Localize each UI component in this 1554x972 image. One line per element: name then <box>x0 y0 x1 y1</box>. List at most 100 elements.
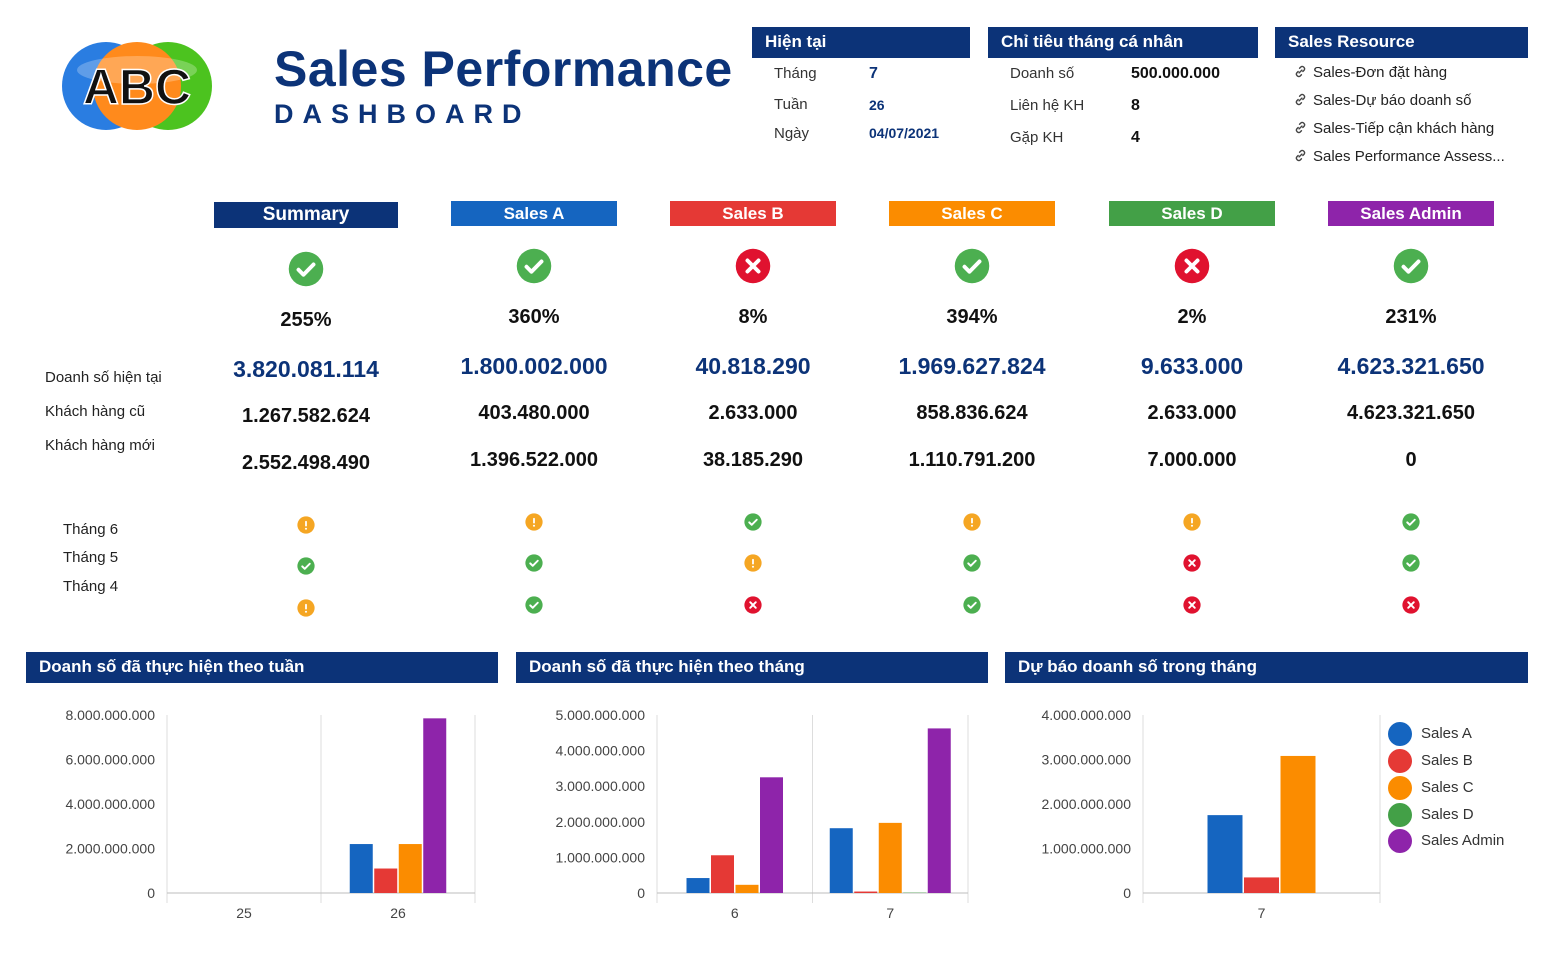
x-circle-icon <box>744 596 762 614</box>
link-icon <box>1295 65 1306 78</box>
row-label-new-customers: Khách hàng mới <box>45 437 155 454</box>
y-tick-label: 4.000.000.000 <box>1041 707 1131 723</box>
weekly-revenue-chart: 0 2.000.000.000 4.000.000.000 6.000.000.000… <box>65 707 476 921</box>
check-circle-icon <box>954 248 990 284</box>
y-tick-label: 3.000.000.000 <box>1041 752 1131 768</box>
x-tick-label: 7 <box>886 905 894 921</box>
current-date-value: 04/07/2021 <box>869 125 940 141</box>
legend-dot <box>1388 776 1412 800</box>
y-tick-label: 8.000.000.000 <box>65 707 155 723</box>
bar-sales-c-7 <box>878 822 902 893</box>
bar-sales-c-6 <box>735 884 759 893</box>
x-circle-icon <box>1183 596 1201 614</box>
new-customers-value: 1.110.791.200 <box>908 449 1036 471</box>
warning-circle-icon <box>525 513 543 531</box>
warning-circle-icon <box>297 599 315 617</box>
achievement-percent: 8% <box>738 306 768 328</box>
month-label-5: Tháng 5 <box>63 549 119 566</box>
current-month-value: 7 <box>869 65 878 82</box>
resource-link-label: Sales-Tiếp cận khách hàng <box>1313 120 1495 137</box>
current-revenue-value: 1.800.002.000 <box>460 353 608 379</box>
x-tick-label: 25 <box>236 905 252 921</box>
resource-link-label: Sales-Đơn đặt hàng <box>1313 64 1448 81</box>
check-circle-icon <box>525 554 543 572</box>
resource-link-orders[interactable]: Sales-Đơn đặt hàng <box>1293 64 1447 81</box>
legend-label: Sales Admin <box>1421 831 1505 849</box>
legend-item-sales-b: Sales B <box>1388 749 1473 773</box>
check-circle-icon <box>744 513 762 531</box>
legend-label: Sales C <box>1421 778 1474 796</box>
check-circle-icon <box>963 554 981 572</box>
column-header-sales-a: Sales A <box>451 201 617 226</box>
old-customers-value: 858.836.624 <box>916 402 1028 424</box>
legend-dot <box>1388 749 1412 773</box>
current-date-label: Ngày <box>774 125 810 142</box>
target-meet-value: 4 <box>1131 129 1140 146</box>
bar-sales-c-26 <box>398 844 422 893</box>
x-tick-label: 6 <box>731 905 739 921</box>
new-customers-value: 0 <box>1405 449 1417 471</box>
y-tick-label: 6.000.000.000 <box>65 752 155 768</box>
achievement-percent: 394% <box>946 306 998 328</box>
warning-circle-icon <box>744 554 762 572</box>
check-circle-icon <box>516 248 552 284</box>
y-tick-label: 2.000.000.000 <box>555 814 645 830</box>
column-header-sales-admin: Sales Admin <box>1328 201 1494 226</box>
check-circle-icon <box>525 596 543 614</box>
resource-link-forecast[interactable]: Sales-Dự báo doanh số <box>1293 92 1471 109</box>
achievement-percent: 231% <box>1385 306 1437 328</box>
resources-panel: Sales Resource Sales-Đơn đặt hàng Sales-… <box>1275 27 1528 177</box>
bar-sales-admin-7 <box>927 728 951 893</box>
check-circle-icon <box>1402 513 1420 531</box>
resource-link-assessment[interactable]: Sales Performance Assess... <box>1293 148 1505 165</box>
current-week-value: 26 <box>869 97 885 113</box>
current-panel: Hiện tại Tháng 7 Tuần 26 Ngày 04/07/2021 <box>752 27 970 177</box>
x-tick-label: 26 <box>390 905 406 921</box>
new-customers-value: 1.396.522.000 <box>470 449 598 471</box>
new-customers-value: 2.552.498.490 <box>242 452 370 474</box>
bar-sales-b-26 <box>374 868 398 893</box>
link-icon <box>1295 121 1306 134</box>
x-tick-label: 7 <box>1258 905 1266 921</box>
column-header-summary: Summary <box>214 202 398 228</box>
y-tick-label: 3.000.000.000 <box>555 778 645 794</box>
current-revenue-value: 9.633.000 <box>1140 353 1244 379</box>
y-tick-label: 4.000.000.000 <box>555 743 645 759</box>
y-tick-label: 0 <box>147 885 155 901</box>
new-customers-value: 7.000.000 <box>1147 449 1237 471</box>
targets-panel-title: Chỉ tiêu tháng cá nhân <box>988 27 1258 58</box>
bar-sales-b-7 <box>1244 877 1279 893</box>
link-icon <box>1295 149 1306 162</box>
bar-sales-admin-6 <box>760 777 783 893</box>
resources-panel-title: Sales Resource <box>1275 27 1528 58</box>
current-revenue-value: 1.969.627.824 <box>898 353 1046 379</box>
old-customers-value: 4.623.321.650 <box>1347 402 1475 424</box>
new-customers-value: 38.185.290 <box>702 449 804 471</box>
bar-sales-admin-26 <box>423 718 447 893</box>
warning-circle-icon <box>1183 513 1201 531</box>
old-customers-value: 1.267.582.624 <box>242 405 370 427</box>
y-tick-label: 0 <box>1123 885 1131 901</box>
column-header-sales-b: Sales B <box>670 201 836 226</box>
abc-logo: ABC <box>62 42 212 130</box>
link-icon <box>1295 93 1306 106</box>
monthly-revenue-chart: 0 1.000.000.000 2.000.000.000 3.000.000.000… <box>555 707 969 921</box>
y-tick-label: 0 <box>637 885 645 901</box>
old-customers-value: 2.633.000 <box>708 402 798 424</box>
target-revenue-value: 500.000.000 <box>1131 65 1220 82</box>
bar-sales-a-6 <box>686 878 710 893</box>
logo-text: ABC <box>83 59 191 115</box>
x-circle-icon <box>1183 554 1201 572</box>
resource-link-approach[interactable]: Sales-Tiếp cận khách hàng <box>1293 120 1494 137</box>
achievement-percent: 255% <box>280 309 332 331</box>
legend-item-sales-admin: Sales Admin <box>1388 829 1504 853</box>
target-revenue-label: Doanh số <box>1010 65 1075 82</box>
month-label-4: Tháng 4 <box>63 578 119 595</box>
resource-link-label: Sales-Dự báo doanh số <box>1313 92 1472 109</box>
y-tick-label: 1.000.000.000 <box>1041 841 1131 857</box>
chart-monthly-title: Doanh số đã thực hiện theo tháng <box>516 652 988 683</box>
target-contact-label: Liên hệ KH <box>1010 97 1085 114</box>
old-customers-value: 403.480.000 <box>478 402 590 424</box>
legend-label: Sales D <box>1421 805 1474 823</box>
targets-panel: Chỉ tiêu tháng cá nhân Doanh số 500.000.… <box>988 27 1258 177</box>
